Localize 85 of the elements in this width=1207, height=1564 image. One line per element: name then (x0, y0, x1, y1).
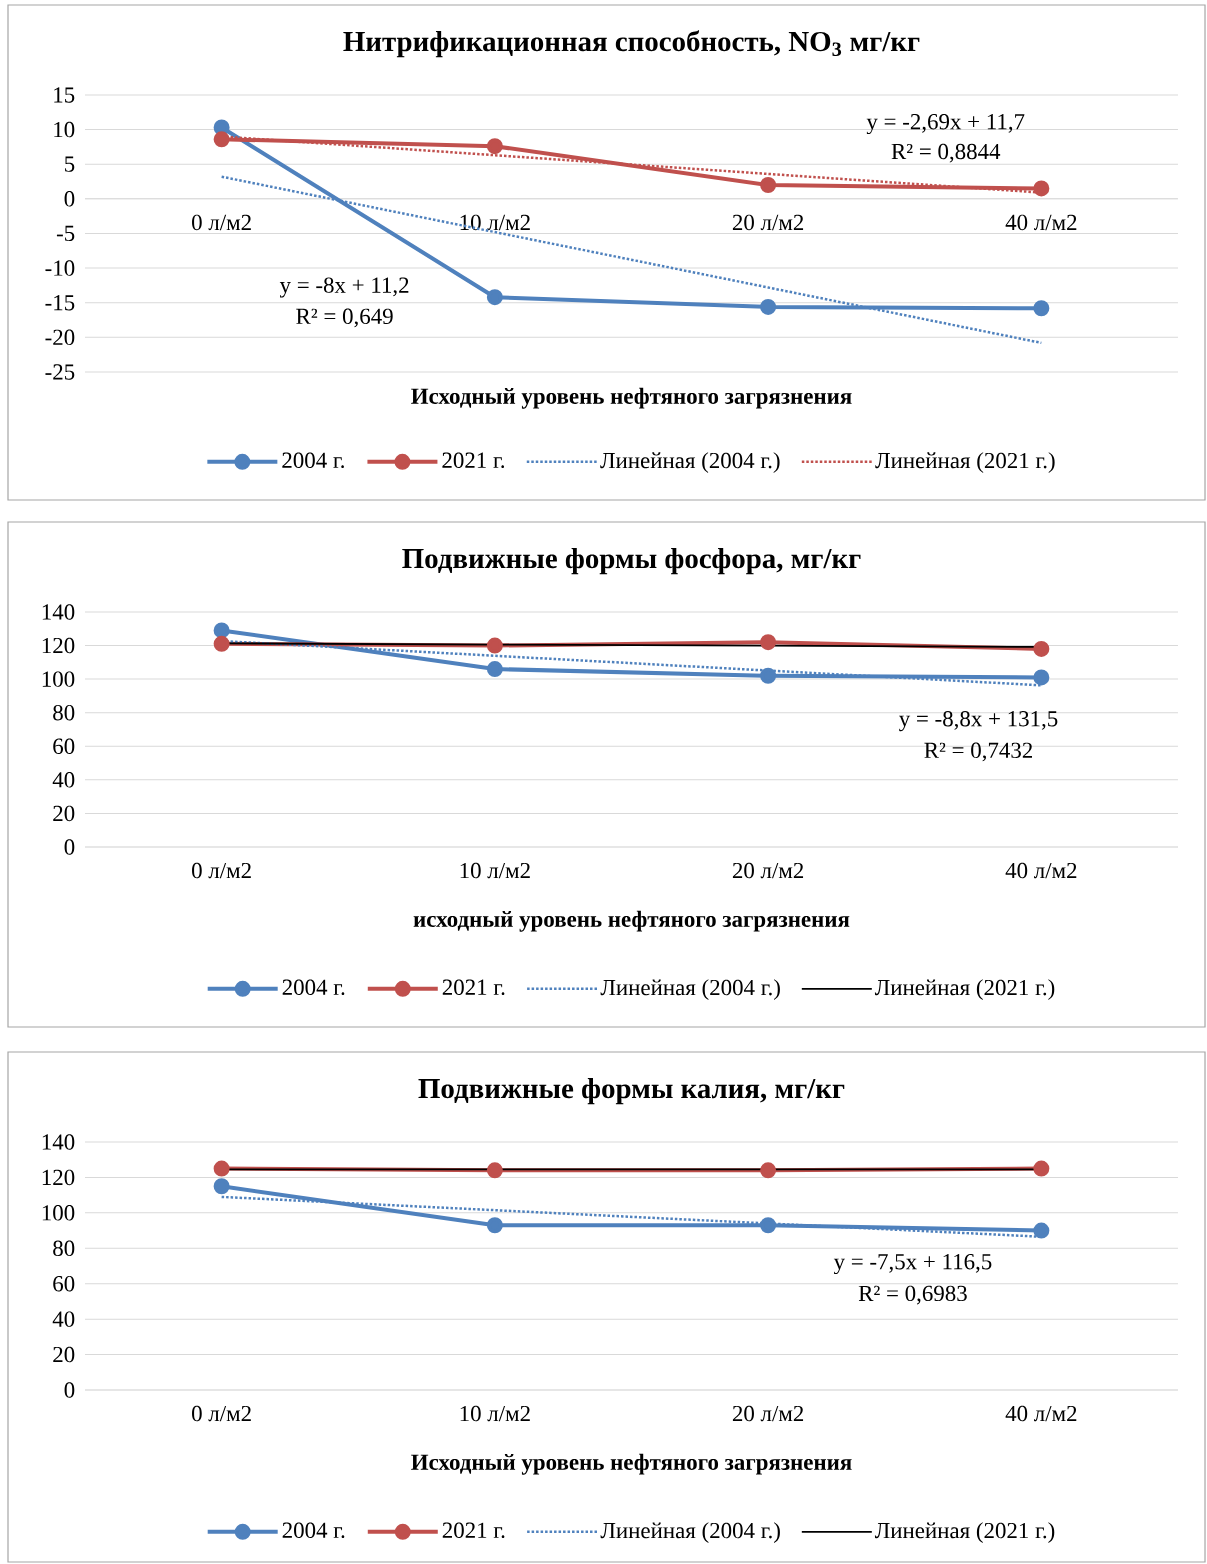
y-tick-label: 100 (42, 671, 75, 687)
point (213, 1178, 230, 1195)
point (760, 298, 777, 315)
chart-title: Нитрификационная способность, NO$_{3}$ мг/кг (343, 30, 920, 58)
point (1033, 1160, 1050, 1177)
point (760, 1217, 777, 1234)
x-tick-label: 20 л/м2 (732, 862, 804, 879)
legend-label: Линейная (2021 г.) (874, 979, 1055, 1000)
point (1033, 1222, 1050, 1239)
point (213, 622, 230, 639)
y-tick-label: 15 (54, 87, 75, 103)
x-tick-label: 0 л/м2 (192, 862, 251, 879)
y-tick-label: 0 (64, 839, 75, 855)
y-tick-label: -5 (56, 225, 75, 242)
y-tick-label: -10 (45, 260, 75, 276)
point (486, 1162, 503, 1179)
y-tick-label: 40 (52, 772, 75, 788)
y-tick-label: 20 (53, 1346, 75, 1363)
point (760, 177, 777, 193)
point (1033, 669, 1050, 686)
y-tick-label: 20 (53, 805, 75, 822)
chart-title: Подвижные формы фосфора, мг/кг (402, 547, 861, 575)
point (486, 661, 503, 678)
chart-title: Подвижные формы калия, мг/кг (418, 1077, 845, 1105)
y-tick-label: 0 (64, 1382, 75, 1398)
x-tick-label: 40 л/м2 (1005, 214, 1077, 231)
x-axis-title: Исходный уровень нефтяного загрязнения (411, 387, 852, 409)
point (213, 635, 230, 652)
y-tick-label: 40 (52, 1311, 75, 1327)
legend-label: 2004 г. (282, 1522, 345, 1539)
legend-label: 2004 г. (282, 452, 344, 469)
point (760, 667, 777, 684)
point (486, 1217, 503, 1234)
y-tick-label: 5 (65, 156, 75, 172)
point (213, 131, 230, 148)
x-tick-label: 40 л/м2 (1005, 862, 1077, 879)
point (1033, 180, 1050, 197)
legend-label: Линейная (2004 г.) (600, 979, 780, 1000)
x-tick-label: 40 л/м2 (1005, 1405, 1077, 1422)
annotation: R² = 0,649 (296, 308, 393, 328)
x-tick-label: 10 л/м2 (460, 862, 530, 879)
y-tick-label: 140 (42, 1134, 75, 1150)
y-tick-label: -15 (45, 295, 75, 311)
y-tick-label: 120 (42, 1169, 75, 1186)
y-tick-label: 120 (42, 637, 75, 654)
point (1033, 640, 1050, 657)
legend-label: Линейная (2021 г.) (874, 1522, 1055, 1543)
y-tick-label: 80 (53, 704, 75, 721)
legend-label: Линейная (2004 г.) (600, 1522, 780, 1543)
point (760, 634, 777, 651)
legend-label: 2021 г. (442, 1522, 505, 1539)
point (760, 1162, 777, 1179)
y-tick-label: -20 (45, 329, 75, 346)
legend-label: 2021 г. (442, 452, 505, 469)
legend-label: 2021 г. (442, 979, 505, 996)
legend-label: Линейная (2021 г.) (875, 452, 1055, 473)
point (1033, 300, 1050, 317)
legend-label: 2004 г. (282, 979, 345, 996)
x-axis-title: Исходный уровень нефтяного загрязнения (411, 1453, 852, 1475)
y-tick-label: 80 (53, 1240, 75, 1256)
point (486, 289, 503, 306)
y-tick-label: 60 (53, 1275, 75, 1292)
y-tick-label: 60 (53, 738, 75, 754)
annotation: y = -7,5x + 116,5 (833, 1253, 992, 1275)
point (486, 138, 503, 155)
annotation: y = -2,69x + 11,7 (866, 114, 1025, 135)
annotation: R² = 0,7432 (924, 742, 1033, 762)
x-tick-label: 0 л/м2 (192, 1405, 251, 1422)
point (486, 637, 503, 654)
x-tick-label: 10 л/м2 (460, 1405, 530, 1422)
y-tick-label: 140 (42, 604, 75, 620)
annotation: R² = 0,6983 (858, 1285, 967, 1305)
x-tick-label: 20 л/м2 (732, 1405, 804, 1422)
y-tick-label: -25 (45, 364, 75, 380)
x-tick-label: 20 л/м2 (732, 214, 804, 231)
y-tick-label: 10 (54, 121, 75, 138)
annotation: y = -8,8x + 131,5 (899, 710, 1058, 732)
annotation: y = -8x + 11,2 (279, 277, 409, 298)
legend-label: Линейная (2004 г.) (600, 452, 780, 473)
y-tick-label: 0 (64, 191, 75, 207)
annotation: R² = 0,8844 (891, 143, 1001, 163)
point (213, 1160, 230, 1177)
y-tick-label: 100 (42, 1205, 75, 1221)
x-axis-title: исходный уровень нефтяного загрязнения (413, 910, 850, 932)
x-tick-label: 0 л/м2 (192, 214, 251, 231)
